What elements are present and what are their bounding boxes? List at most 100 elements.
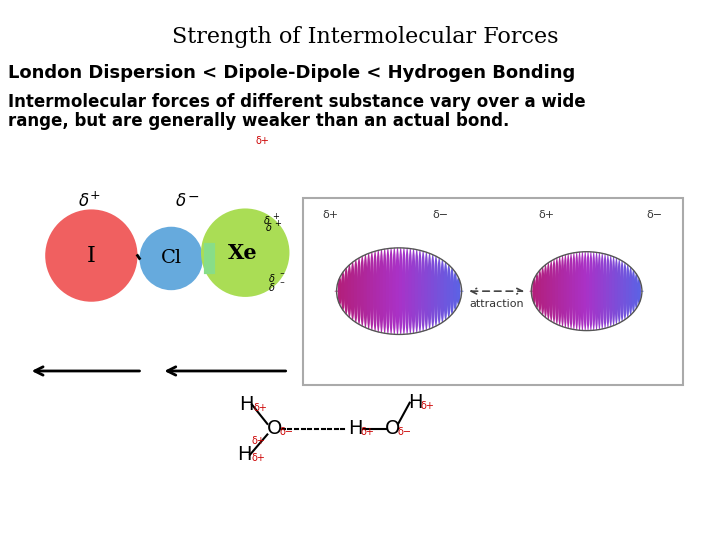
Ellipse shape <box>603 253 607 329</box>
Ellipse shape <box>428 253 431 329</box>
Text: H: H <box>348 419 363 438</box>
Ellipse shape <box>379 249 384 333</box>
Ellipse shape <box>424 252 428 330</box>
Ellipse shape <box>552 259 556 323</box>
Text: δ−: δ− <box>433 210 449 220</box>
Ellipse shape <box>459 291 464 292</box>
Ellipse shape <box>434 256 438 327</box>
Ellipse shape <box>575 252 579 330</box>
Ellipse shape <box>572 252 576 330</box>
Ellipse shape <box>399 247 402 335</box>
Text: δ+: δ+ <box>252 436 266 446</box>
Ellipse shape <box>558 256 562 326</box>
Ellipse shape <box>589 251 593 331</box>
Ellipse shape <box>541 267 544 315</box>
Ellipse shape <box>544 264 547 318</box>
Text: attraction: attraction <box>469 299 523 309</box>
Ellipse shape <box>637 278 641 304</box>
Text: +: + <box>273 212 279 221</box>
Ellipse shape <box>538 269 541 313</box>
Text: range, but are generally weaker than an actual bond.: range, but are generally weaker than an … <box>8 112 509 130</box>
Text: δ+: δ+ <box>420 401 434 410</box>
Ellipse shape <box>450 268 454 315</box>
Ellipse shape <box>441 259 444 323</box>
Text: δ+: δ+ <box>322 210 338 220</box>
Ellipse shape <box>344 268 348 315</box>
Ellipse shape <box>140 227 203 290</box>
Text: +: + <box>90 190 101 202</box>
Text: H: H <box>237 445 251 464</box>
Text: $\delta$: $\delta$ <box>269 281 276 293</box>
Text: δ+: δ+ <box>361 427 374 436</box>
Ellipse shape <box>405 248 409 335</box>
Ellipse shape <box>577 252 582 330</box>
Text: Cl: Cl <box>161 249 181 267</box>
Ellipse shape <box>431 254 435 328</box>
Ellipse shape <box>357 258 361 325</box>
Ellipse shape <box>532 278 536 304</box>
Ellipse shape <box>620 260 624 322</box>
Ellipse shape <box>421 251 426 332</box>
Ellipse shape <box>595 252 598 330</box>
Ellipse shape <box>614 258 618 325</box>
Ellipse shape <box>386 248 390 334</box>
Ellipse shape <box>453 272 457 310</box>
Ellipse shape <box>335 291 338 292</box>
Ellipse shape <box>529 291 534 292</box>
Ellipse shape <box>351 262 355 321</box>
Ellipse shape <box>555 258 559 325</box>
Text: $\delta$: $\delta$ <box>263 214 270 226</box>
Ellipse shape <box>561 255 564 327</box>
Ellipse shape <box>376 250 380 333</box>
Ellipse shape <box>446 265 451 318</box>
Ellipse shape <box>640 291 644 292</box>
Text: δ+: δ+ <box>539 210 554 220</box>
Ellipse shape <box>392 247 397 335</box>
Ellipse shape <box>623 262 627 320</box>
Ellipse shape <box>586 251 590 331</box>
Text: $\delta$: $\delta$ <box>269 272 276 284</box>
Ellipse shape <box>411 248 415 334</box>
Text: δ+: δ+ <box>252 453 266 463</box>
Ellipse shape <box>338 277 342 305</box>
Ellipse shape <box>609 255 613 327</box>
Text: $\delta$: $\delta$ <box>78 192 89 210</box>
Text: δ+: δ+ <box>254 402 268 413</box>
Ellipse shape <box>549 260 553 322</box>
Ellipse shape <box>612 256 616 326</box>
Ellipse shape <box>382 248 387 334</box>
Text: δ−: δ− <box>397 427 411 436</box>
Ellipse shape <box>354 259 358 323</box>
Ellipse shape <box>45 210 138 302</box>
Text: O: O <box>384 419 400 438</box>
Text: H: H <box>239 395 253 414</box>
Text: $^-$: $^-$ <box>278 279 286 288</box>
Text: Xe: Xe <box>228 242 257 262</box>
Ellipse shape <box>600 253 604 329</box>
Ellipse shape <box>569 253 573 329</box>
Ellipse shape <box>402 247 406 335</box>
Text: $\delta$: $\delta$ <box>264 221 272 233</box>
Text: δ−: δ− <box>280 427 294 436</box>
Ellipse shape <box>592 252 595 330</box>
Text: $^-$: $^-$ <box>278 269 286 278</box>
Text: Intermolecular forces of different substance vary over a wide: Intermolecular forces of different subst… <box>8 93 585 111</box>
Text: H: H <box>408 393 423 412</box>
Text: I: I <box>87 245 96 267</box>
Ellipse shape <box>631 269 635 313</box>
Ellipse shape <box>437 258 441 325</box>
Ellipse shape <box>598 252 601 330</box>
Ellipse shape <box>444 262 448 321</box>
Ellipse shape <box>366 253 371 329</box>
Ellipse shape <box>564 254 567 328</box>
Ellipse shape <box>373 251 377 332</box>
Text: δ+: δ+ <box>256 136 270 146</box>
Text: +: + <box>274 219 282 228</box>
Ellipse shape <box>580 251 584 331</box>
Ellipse shape <box>347 265 351 318</box>
Ellipse shape <box>629 267 632 315</box>
Text: δ−: δ− <box>647 210 662 220</box>
Ellipse shape <box>535 273 539 309</box>
Ellipse shape <box>360 256 364 327</box>
Ellipse shape <box>418 250 422 333</box>
